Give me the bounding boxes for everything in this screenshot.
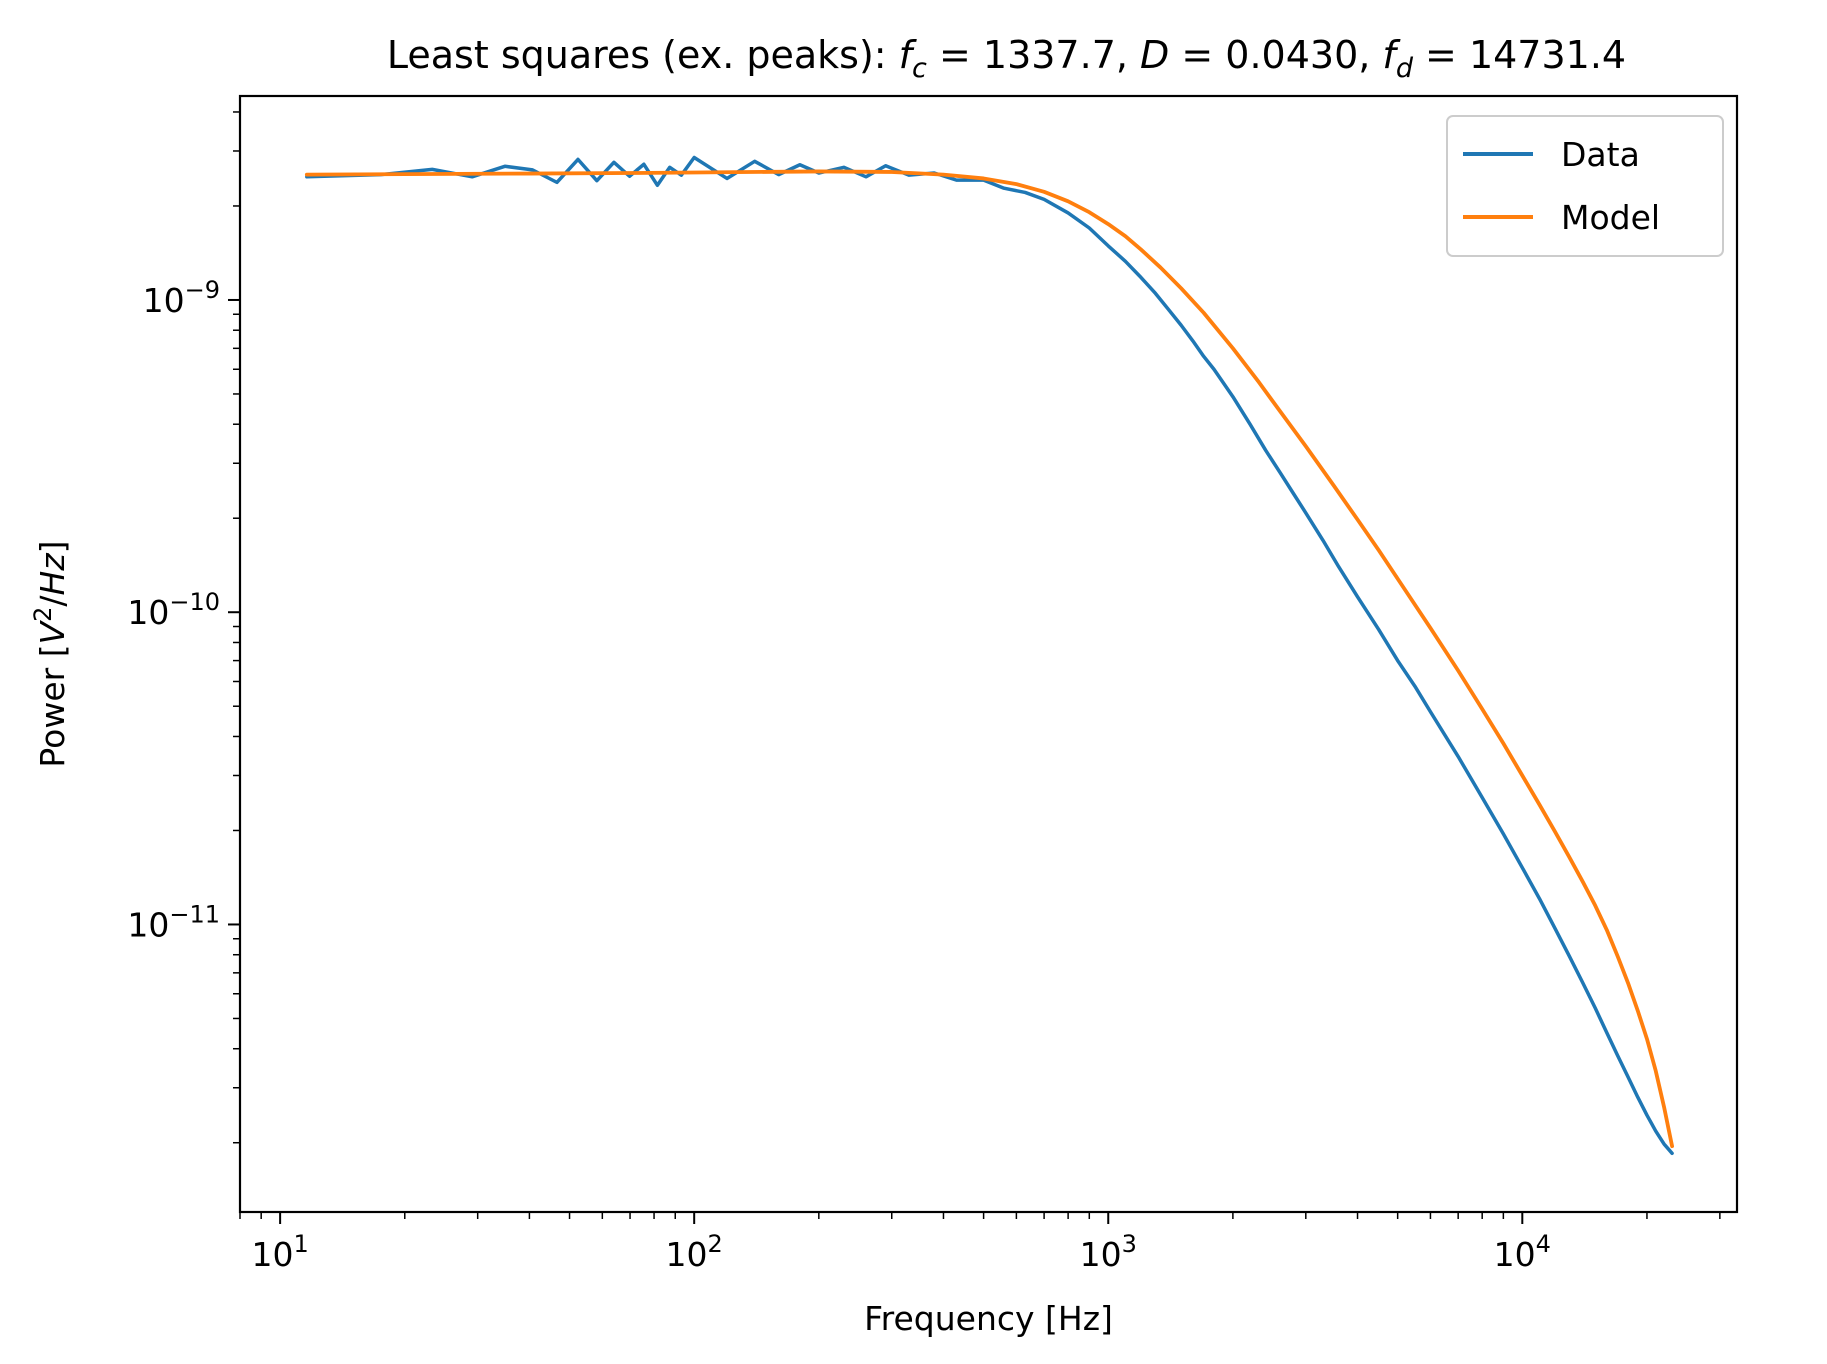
plot-area [238,94,1739,1214]
x-tick-label: 101 [251,1230,308,1274]
legend-label-data: Data [1561,135,1640,174]
ylabel-segment: Hz [33,553,72,596]
ylabel-segment: Power [ [33,644,72,767]
title-segment: D [1140,33,1169,77]
chart-title: Least squares (ex. peaks): fc = 1337.7, … [387,33,1626,84]
series-layer [304,155,1674,1156]
plot-frame [238,94,1739,1214]
title-segment: Least squares (ex. peaks): [387,33,899,77]
title-segment: c [912,53,927,84]
y-tick-label: 10−10 [127,588,220,632]
x-tick-label: 104 [1494,1230,1551,1274]
y-tick-label: 10−11 [127,900,220,944]
series-line-data [305,155,1674,1156]
title-segment: = 0.0430, [1169,33,1382,77]
legend-box [1446,115,1724,257]
x-axis-label: Frequency [Hz] [864,1299,1113,1338]
title-segment: = 1337.7, [927,33,1140,77]
series-line-model [304,169,1674,1149]
ylabel-segment: V [33,619,72,644]
y-tick-label: 10−9 [143,276,220,320]
x-tick-label: 103 [1080,1230,1137,1274]
title-segment: = 14731.4 [1413,33,1626,77]
x-axis: 101 102 103 104 [239,1212,1721,1274]
title-segment: d [1396,53,1414,84]
y-axis: 10−9 10−10 10−11 [127,111,240,1144]
ylabel-segment: / [33,595,72,607]
x-tick-label: 102 [666,1230,723,1274]
ylabel-segment: 2 [29,607,57,622]
ylabel-segment: ] [33,540,72,553]
legend: Data Model [1446,115,1724,257]
y-axis-label: Power [V2/Hz] [29,540,72,767]
legend-label-model: Model [1561,198,1660,237]
